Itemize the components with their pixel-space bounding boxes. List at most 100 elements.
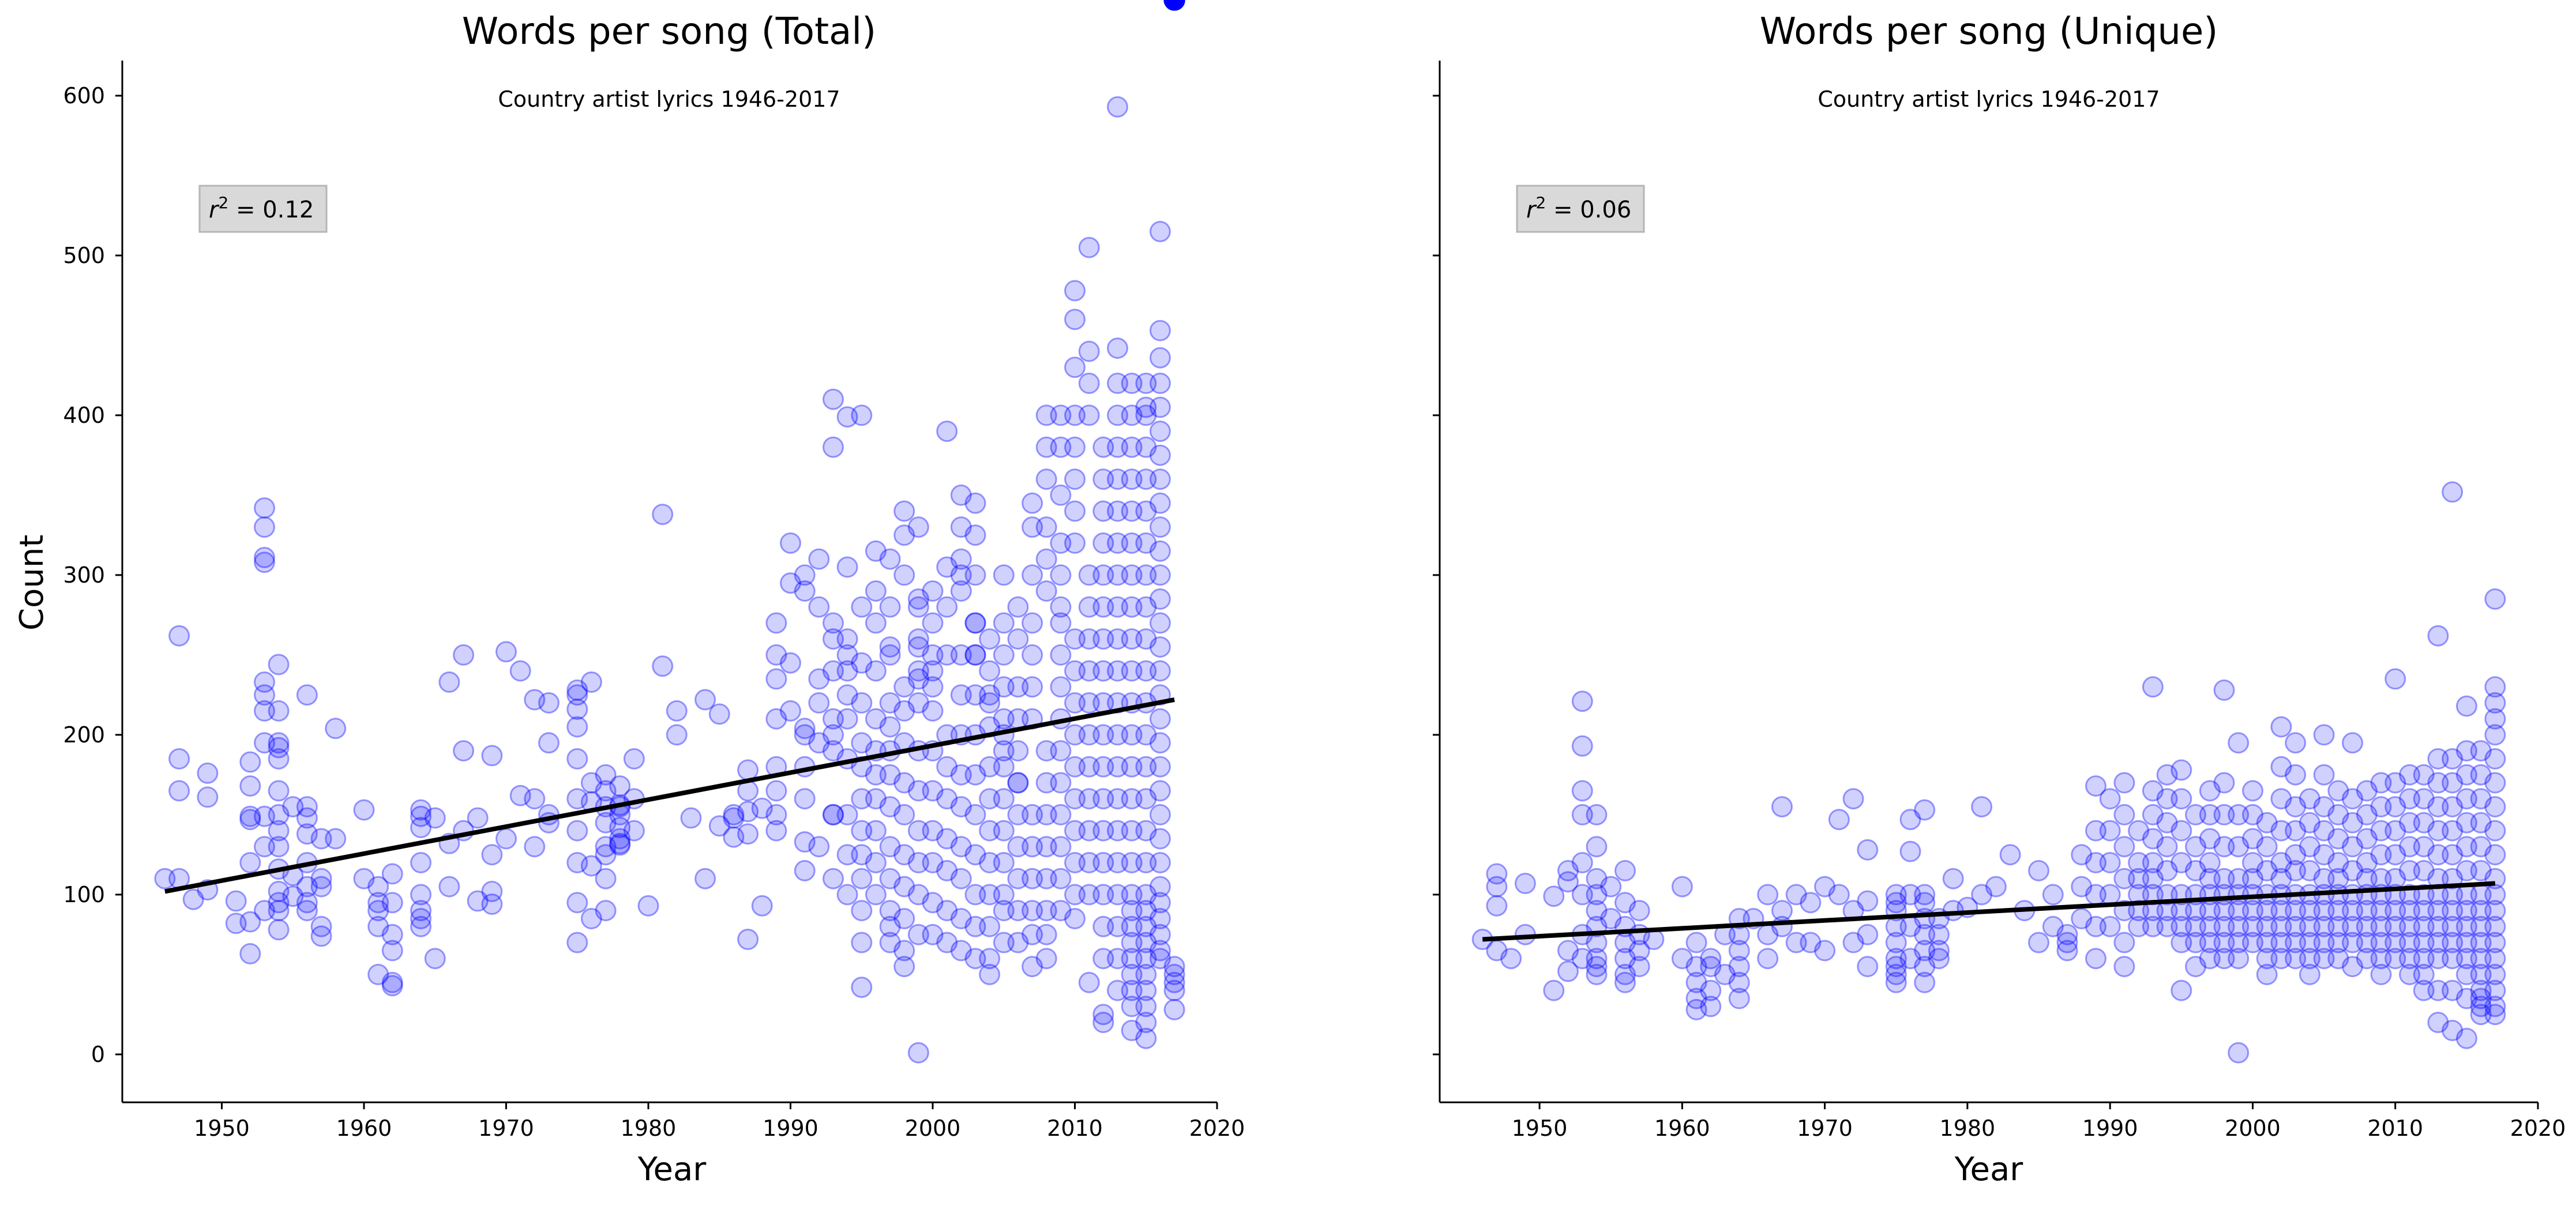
total-data-point (1107, 788, 1128, 810)
total-x-tick-label: 1960 (336, 1116, 392, 1141)
unique-data-point (1885, 971, 1907, 993)
total-data-point (1135, 724, 1157, 746)
total-data-point (1121, 564, 1143, 586)
unique-data-point (2285, 732, 2307, 754)
unique-data-point (1586, 804, 1608, 825)
unique-data-point (2299, 859, 2320, 881)
unique-data-point (1685, 932, 1707, 954)
unique-data-point (2199, 780, 2221, 802)
total-data-point (1050, 804, 1072, 825)
total-data-point (1163, 0, 1185, 11)
unique-data-point (2171, 915, 2192, 937)
total-data-point (1022, 564, 1043, 586)
total-data-point (950, 644, 972, 666)
total-data-point (1149, 636, 1171, 658)
total-data-point (1035, 404, 1057, 426)
unique-data-point (2427, 900, 2449, 922)
unique-data-point (1571, 780, 1593, 802)
total-data-point (1107, 852, 1128, 873)
total-data-point (922, 644, 944, 666)
unique-data-point (2427, 844, 2449, 866)
unique-data-point (2342, 915, 2363, 937)
total-data-point (453, 644, 475, 666)
unique-data-point (2085, 852, 2106, 873)
total-data-point (1163, 0, 1185, 11)
total-data-point (1078, 404, 1100, 426)
total-data-point (893, 804, 915, 825)
total-data-point (239, 751, 261, 773)
total-data-point (879, 596, 901, 618)
unique-data-point (2313, 724, 2335, 746)
unique-data-point (2356, 804, 2378, 825)
unique-data-point (2270, 948, 2292, 970)
total-data-point (979, 660, 1001, 682)
unique-data-point (2228, 732, 2250, 754)
total-data-point (1107, 756, 1128, 778)
total-data-point (964, 844, 986, 866)
unique-data-point (2370, 932, 2392, 954)
unique-data-point (1586, 956, 1608, 978)
total-data-point (268, 804, 290, 825)
total-data-point (1121, 596, 1143, 618)
unique-x-tick-label: 1960 (1654, 1116, 1710, 1141)
total-y-ticks: 0 100 200 300 400 500 600 (63, 83, 122, 1067)
unique-panel-subtitle: Country artist lyrics 1946-2017 (1818, 87, 2160, 112)
total-data-point (794, 718, 816, 739)
unique-data-point (1842, 932, 1864, 954)
total-data-point (879, 915, 901, 937)
total-data-point (580, 671, 602, 693)
unique-data-point (1899, 884, 1921, 906)
total-data-point (595, 812, 617, 834)
unique-data-point (1885, 892, 1907, 914)
total-data-point (865, 788, 887, 810)
unique-data-point (1557, 940, 1579, 962)
total-data-point (580, 908, 602, 929)
unique-data-point (2484, 963, 2506, 985)
total-data-point (1149, 876, 1171, 898)
unique-data-point (2256, 915, 2278, 937)
total-data-point (1078, 628, 1100, 650)
total-data-point (254, 497, 275, 519)
unique-data-point (2356, 915, 2378, 937)
unique-data-point (2142, 852, 2164, 873)
total-data-point (268, 654, 290, 675)
total-data-point (481, 880, 503, 902)
unique-data-point (2484, 748, 2506, 769)
total-data-point (254, 732, 275, 754)
unique-data-point (2327, 948, 2349, 970)
total-data-point (979, 852, 1001, 873)
unique-data-point (2071, 908, 2093, 929)
unique-data-point (2242, 852, 2263, 873)
total-data-point (182, 888, 204, 910)
total-data-point (1107, 564, 1128, 586)
unique-data-point (2455, 859, 2477, 881)
total-r2-value: = 0.12 (228, 197, 314, 223)
unique-data-point (2156, 764, 2178, 786)
total-data-point (1121, 468, 1143, 490)
total-data-point (1007, 596, 1029, 618)
total-data-point (1121, 788, 1143, 810)
total-data-point (794, 564, 816, 586)
total-data-point (950, 564, 972, 586)
total-data-point (893, 676, 915, 698)
total-data-point (1092, 468, 1114, 490)
total-data-point (566, 679, 588, 701)
total-data-point (154, 868, 176, 889)
unique-data-point (2399, 836, 2420, 858)
total-data-point (1163, 0, 1185, 11)
unique-data-point (2156, 915, 2178, 937)
total-data-point (1107, 596, 1128, 618)
unique-data-point (2099, 915, 2121, 937)
unique-data-point (1885, 948, 1907, 970)
total-data-point (367, 876, 389, 898)
total-data-point (808, 668, 830, 690)
total-data-point (893, 772, 915, 794)
unique-data-point (1700, 979, 1722, 1001)
unique-data-point (1700, 996, 1722, 1018)
total-data-point (1163, 971, 1185, 993)
unique-data-point (1543, 885, 1565, 907)
total-data-point (310, 925, 332, 947)
total-data-point (580, 855, 602, 877)
total-data-point (609, 775, 631, 797)
total-data-point (1092, 756, 1114, 778)
